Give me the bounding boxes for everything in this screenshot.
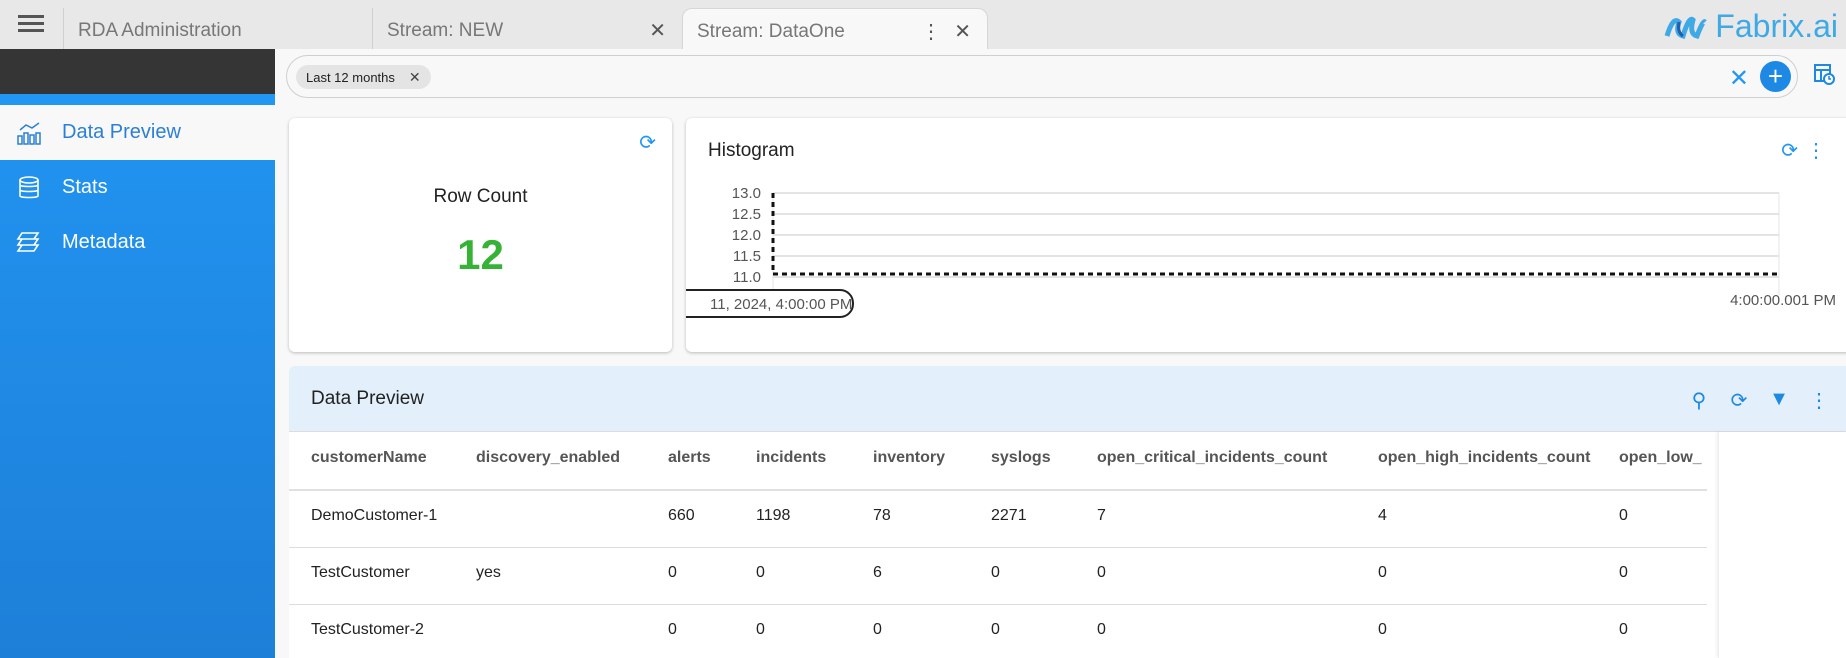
histogram-chart: 13.0 12.5 12.0 11.5 11.0 11, 2024, 4:00:00 PM… <box>686 185 1836 318</box>
data-preview-title: Data Preview <box>311 388 424 409</box>
table-cell: 0 <box>1597 604 1707 658</box>
close-icon[interactable]: ✕ <box>954 21 971 43</box>
data-preview-panel: Data Preview ⚲ ⟳ ▼ ⋮ customerName discove… <box>289 366 1846 658</box>
sidebar-strip <box>0 94 275 105</box>
logo: Fabrix.ai <box>1663 8 1838 45</box>
column-header[interactable]: inventory <box>851 432 969 491</box>
sidebar-item-label: Data Preview <box>62 121 181 143</box>
histogram-card: Histogram ⟳ ⋮ 13.0 12.5 12.0 11.5 11.0 11, 20… <box>686 118 1846 352</box>
y-tick-label: 11.5 <box>733 248 761 265</box>
table-cell: 0 <box>734 547 851 605</box>
column-header[interactable]: open_high_incidents_count <box>1356 432 1597 491</box>
x-tick-label: 11, 2024, 4:00:00 PM <box>710 296 852 313</box>
add-filter-button[interactable]: + <box>1760 61 1791 92</box>
table-cell: 0 <box>1075 604 1356 658</box>
calendar-clock-icon[interactable] <box>1813 63 1835 85</box>
table-cell: 0 <box>646 547 734 605</box>
data-table: customerName discovery_enabled alerts incid… <box>289 432 1707 658</box>
table-cell: 0 <box>969 604 1075 658</box>
table-cell: TestCustomer <box>289 547 454 605</box>
clear-icon[interactable]: ✕ <box>1728 65 1749 92</box>
sidebar-item-data-preview[interactable]: Data Preview <box>0 105 275 160</box>
series-line <box>771 193 1779 276</box>
y-tick-label: 12.0 <box>732 227 761 244</box>
table-cell: DemoCustomer-1 <box>289 490 454 548</box>
column-header[interactable]: discovery_enabled <box>454 432 646 491</box>
table-cell <box>454 490 646 548</box>
column-header[interactable]: syslogs <box>969 432 1075 491</box>
more-icon[interactable]: ⋮ <box>1809 390 1829 412</box>
tab-label: Stream: DataOne <box>697 21 845 42</box>
table-cell: 0 <box>851 604 969 658</box>
refresh-icon[interactable]: ⟳ <box>639 132 656 154</box>
table-cell: 0 <box>734 604 851 658</box>
filter-bar[interactable]: Last 12 months ✕ ✕ + <box>286 55 1798 98</box>
table-row[interactable]: TestCustomer-2 0 0 0 0 0 0 0 <box>289 604 1707 658</box>
table-cell: 0 <box>969 547 1075 605</box>
table-row[interactable]: TestCustomer yes 0 0 6 0 0 0 0 <box>289 547 1707 605</box>
sidebar: Data Preview Stats Metadata <box>0 49 275 658</box>
row-count-card: ⟳ Row Count 12 <box>289 118 672 352</box>
sidebar-item-label: Metadata <box>62 231 146 253</box>
column-header[interactable]: incidents <box>734 432 851 491</box>
sticky-column <box>1718 432 1846 658</box>
layers-icon <box>16 231 40 252</box>
database-icon <box>19 175 39 198</box>
filter-chip[interactable]: Last 12 months ✕ <box>296 65 431 89</box>
chart-icon <box>17 121 41 145</box>
table-row[interactable]: DemoCustomer-1 660 1198 78 2271 7 4 0 <box>289 490 1707 548</box>
table-cell: 1198 <box>734 490 851 548</box>
filter-chip-label: Last 12 months <box>306 70 395 85</box>
tab-label: RDA Administration <box>78 20 242 41</box>
y-tick-label: 11.0 <box>733 269 761 286</box>
filter-icon[interactable]: ▼ <box>1769 388 1789 410</box>
y-tick-label: 13.0 <box>732 185 761 202</box>
close-icon[interactable]: ✕ <box>408 69 421 85</box>
column-header[interactable]: open_low_ <box>1597 432 1707 491</box>
x-tick-label: 4:00:00.001 PM <box>1730 292 1836 309</box>
more-icon[interactable]: ⋮ <box>1806 140 1826 162</box>
table-cell: 7 <box>1075 490 1356 548</box>
fabrix-logo-icon <box>1664 16 1708 39</box>
table-cell: 78 <box>851 490 969 548</box>
row-count-title: Row Count <box>433 186 528 207</box>
table-cell: 0 <box>1075 547 1356 605</box>
refresh-icon[interactable]: ⟳ <box>1781 140 1798 162</box>
table-cell: 0 <box>1597 490 1707 548</box>
histogram-title: Histogram <box>708 140 795 161</box>
menu-icon[interactable] <box>18 12 44 34</box>
row-count-value: 12 <box>457 231 504 278</box>
column-header[interactable]: alerts <box>646 432 734 491</box>
x-label-highlight <box>686 289 854 318</box>
table-cell: 0 <box>1356 604 1597 658</box>
sidebar-item-metadata[interactable]: Metadata <box>0 215 275 270</box>
sidebar-header <box>0 49 275 94</box>
sidebar-item-label: Stats <box>62 176 108 198</box>
tab-rda-administration[interactable]: RDA Administration <box>63 8 372 49</box>
table-cell: TestCustomer-2 <box>289 604 454 658</box>
tab-label: Stream: NEW <box>387 20 504 41</box>
table-cell: 660 <box>646 490 734 548</box>
sidebar-item-stats[interactable]: Stats <box>0 160 275 215</box>
tab-bar: RDA Administration Stream: NEW ✕ Stream: … <box>0 0 1846 49</box>
table-cell: 0 <box>646 604 734 658</box>
close-icon[interactable]: ✕ <box>649 20 666 42</box>
table-cell: 0 <box>1356 547 1597 605</box>
column-header[interactable]: open_critical_incidents_count <box>1075 432 1356 491</box>
more-icon[interactable]: ⋮ <box>921 21 941 43</box>
table-cell: yes <box>454 547 646 605</box>
table-cell <box>454 604 646 658</box>
tab-stream-dataone[interactable]: Stream: DataOne ⋮ ✕ <box>682 8 988 49</box>
tab-stream-new[interactable]: Stream: NEW ✕ <box>372 8 682 49</box>
refresh-icon[interactable]: ⟳ <box>1730 390 1748 412</box>
data-preview-header: Data Preview ⚲ ⟳ ▼ ⋮ <box>289 366 1846 432</box>
search-icon[interactable]: ⚲ <box>1691 390 1707 412</box>
table-cell: 6 <box>851 547 969 605</box>
table-cell: 0 <box>1597 547 1707 605</box>
table-cell: 4 <box>1356 490 1597 548</box>
y-tick-label: 12.5 <box>732 206 761 223</box>
logo-text: Fabrix.ai <box>1715 8 1838 44</box>
column-header[interactable]: customerName <box>289 432 454 491</box>
table-cell: 2271 <box>969 490 1075 548</box>
